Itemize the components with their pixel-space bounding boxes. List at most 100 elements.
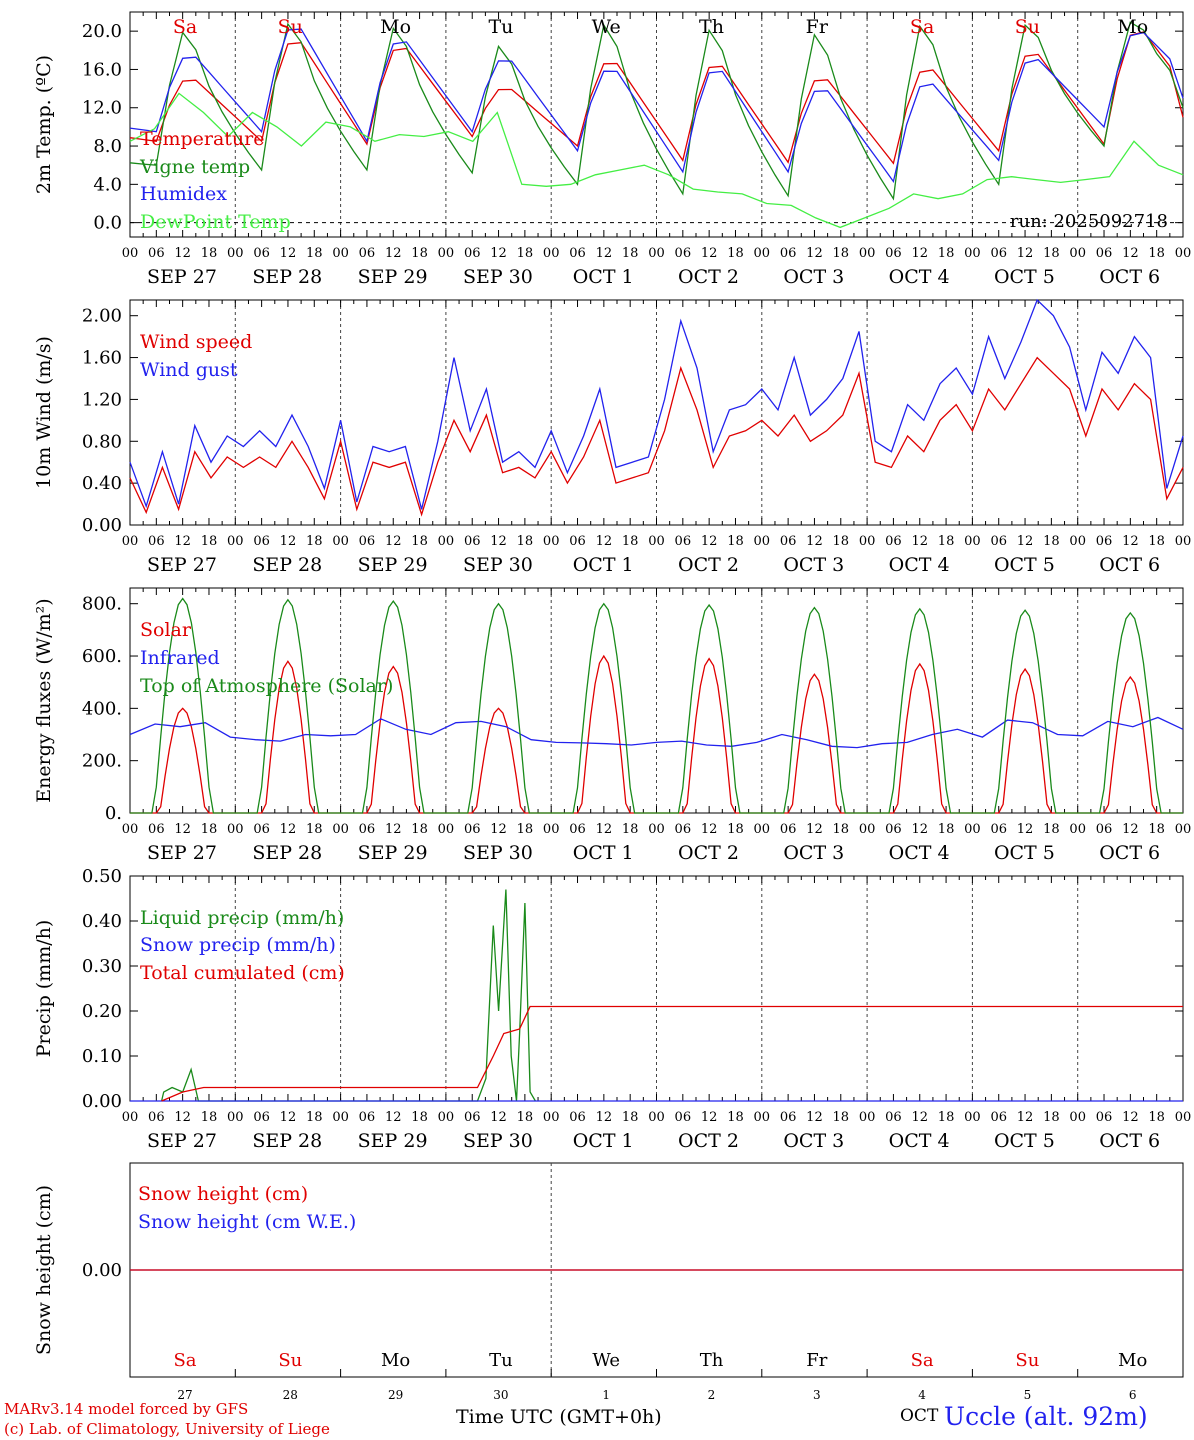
- hour-tick-label: 00: [754, 822, 771, 837]
- legend-wind-gust: Wind gust: [140, 359, 238, 381]
- hour-tick-label: 18: [201, 534, 218, 549]
- hour-tick-label: 00: [754, 534, 771, 549]
- hour-tick-label: 00: [859, 822, 876, 837]
- hour-tick-label: 18: [1148, 822, 1165, 837]
- hour-tick-label: 18: [622, 822, 639, 837]
- date-label: OCT 3: [783, 1130, 844, 1152]
- weekday-label: Sa: [173, 1350, 196, 1371]
- date-label: SEP 28: [252, 1130, 322, 1152]
- hour-tick-label: 18: [1148, 246, 1165, 261]
- hour-tick-label: 00: [332, 534, 349, 549]
- hour-tick-label: 00: [1069, 534, 1086, 549]
- hour-tick-label: 00: [122, 246, 139, 261]
- day-number-label: 28: [283, 1388, 298, 1402]
- y-tick-label: 2.00: [82, 306, 122, 327]
- y-tick-label: 8.0: [93, 136, 122, 157]
- hour-tick-label: 18: [938, 1110, 955, 1125]
- weekday-label: Su: [278, 16, 303, 38]
- hour-tick-label: 06: [675, 534, 692, 549]
- date-label: OCT 6: [1099, 554, 1160, 576]
- hour-tick-label: 00: [543, 822, 560, 837]
- hour-tick-label: 00: [122, 822, 139, 837]
- hour-tick-label: 18: [517, 534, 534, 549]
- hour-tick-label: 12: [806, 534, 823, 549]
- y-tick-label: 200.: [82, 751, 122, 772]
- hour-tick-label: 18: [411, 246, 428, 261]
- hour-tick-label: 12: [1017, 822, 1034, 837]
- day-number-label: 4: [918, 1388, 926, 1402]
- hour-tick-label: 12: [385, 822, 402, 837]
- date-label: OCT 6: [1099, 266, 1160, 288]
- legend-vigne-temp: Vigne temp: [139, 156, 250, 178]
- hour-tick-label: 12: [911, 534, 928, 549]
- date-label: OCT 3: [783, 266, 844, 288]
- y-tick-label: 0.0: [93, 213, 122, 234]
- hour-tick-label: 06: [1096, 822, 1113, 837]
- wind-series-line: [129, 298, 1184, 510]
- legend-temperature: Temperature: [140, 128, 264, 150]
- date-label: SEP 30: [463, 554, 533, 576]
- legend-snow-we: Snow height (cm W.E.): [138, 1211, 356, 1233]
- hour-tick-label: 06: [253, 246, 270, 261]
- date-label: OCT 2: [678, 842, 739, 864]
- date-label: OCT 6: [1099, 842, 1160, 864]
- weekday-label: Fr: [806, 1350, 827, 1371]
- date-label: OCT 4: [889, 1130, 950, 1152]
- y-axis-label: 10m Wind (m/s): [33, 336, 55, 489]
- hour-tick-label: 18: [201, 1110, 218, 1125]
- date-label: OCT 1: [573, 554, 634, 576]
- weekday-label: Th: [699, 16, 724, 38]
- hour-tick-label: 06: [359, 534, 376, 549]
- hour-tick-label: 18: [833, 534, 850, 549]
- hour-tick-label: 06: [148, 246, 165, 261]
- flux-series-line: [130, 597, 1183, 814]
- y-tick-label: 600.: [82, 646, 122, 667]
- hour-tick-label: 12: [701, 1110, 718, 1125]
- date-label: SEP 27: [147, 554, 217, 576]
- hour-tick-label: 18: [938, 246, 955, 261]
- weekday-label: Mo: [380, 16, 411, 38]
- date-label: OCT 4: [889, 554, 950, 576]
- month-label: OCT: [900, 1406, 939, 1426]
- hour-tick-label: 00: [1175, 534, 1192, 549]
- temp-series-line: [129, 28, 1184, 184]
- weekday-label: Mo: [1118, 1350, 1147, 1371]
- weekday-label: Su: [1015, 16, 1040, 38]
- hour-tick-label: 12: [490, 246, 507, 261]
- y-axis-label: Energy fluxes (W/m²): [33, 598, 55, 802]
- hour-tick-label: 18: [833, 1110, 850, 1125]
- hour-tick-label: 12: [385, 1110, 402, 1125]
- hour-tick-label: 06: [1096, 534, 1113, 549]
- date-label: SEP 28: [252, 266, 322, 288]
- hour-tick-label: 06: [1096, 246, 1113, 261]
- hour-tick-label: 06: [569, 822, 586, 837]
- hour-tick-label: 12: [701, 534, 718, 549]
- hour-tick-label: 12: [1122, 1110, 1139, 1125]
- weekday-label: We: [592, 1350, 620, 1371]
- hour-tick-label: 00: [859, 534, 876, 549]
- y-axis-label: Precip (mm/h): [33, 920, 55, 1058]
- day-number-label: 27: [177, 1388, 192, 1402]
- legend-snow-precip: Snow precip (mm/h): [140, 934, 336, 956]
- date-label: SEP 30: [463, 266, 533, 288]
- legend-toa: Top of Atmosphere (Solar): [140, 675, 393, 697]
- hour-tick-label: 18: [622, 246, 639, 261]
- hour-tick-label: 00: [438, 1110, 455, 1125]
- hour-tick-label: 12: [490, 822, 507, 837]
- weekday-label: Th: [700, 1350, 724, 1371]
- hour-tick-label: 18: [411, 1110, 428, 1125]
- date-label: OCT 5: [994, 1130, 1055, 1152]
- y-tick-label: 16.0: [82, 59, 122, 80]
- hour-tick-label: 00: [859, 246, 876, 261]
- hour-tick-label: 00: [754, 246, 771, 261]
- date-label: SEP 27: [147, 1130, 217, 1152]
- hour-tick-label: 12: [174, 246, 191, 261]
- hour-tick-label: 12: [490, 1110, 507, 1125]
- hour-tick-label: 06: [675, 246, 692, 261]
- date-label: OCT 6: [1099, 1130, 1160, 1152]
- hour-tick-label: 00: [543, 534, 560, 549]
- panel-frame: [129, 587, 1184, 814]
- weekday-label: Su: [1015, 1350, 1039, 1371]
- day-number-label: 2: [708, 1388, 716, 1402]
- hour-tick-label: 06: [569, 246, 586, 261]
